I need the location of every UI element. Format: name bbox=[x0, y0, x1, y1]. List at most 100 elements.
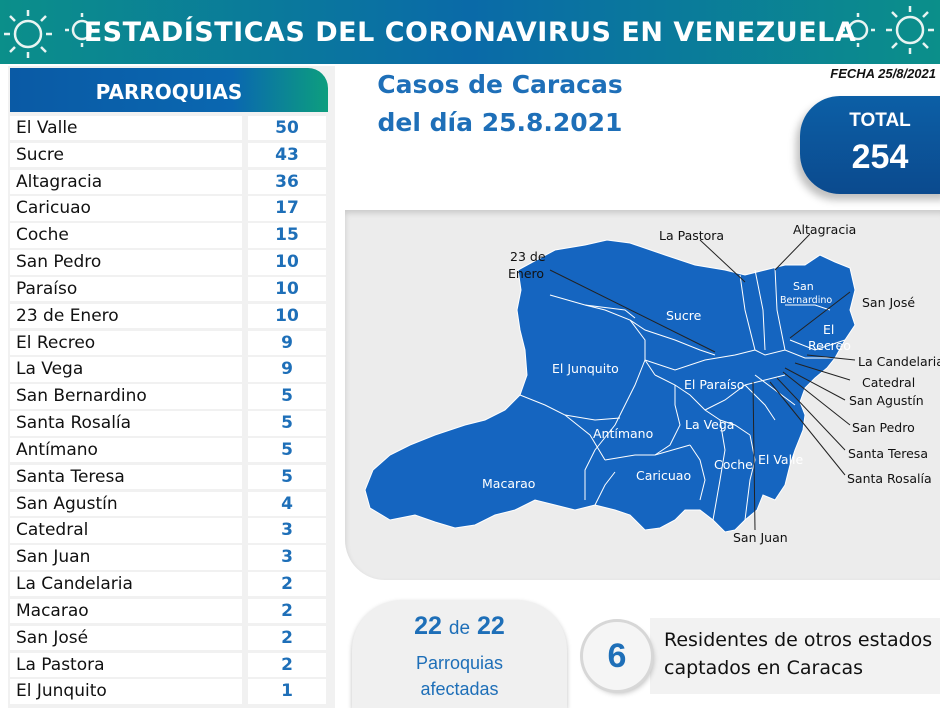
parroquia-count: 2 bbox=[248, 598, 326, 624]
parroquia-name: San José bbox=[10, 625, 242, 651]
total-value: 254 bbox=[851, 138, 909, 176]
parroquia-count: 4 bbox=[248, 491, 326, 516]
map-label-san-juan: San Juan bbox=[733, 530, 788, 545]
map-shape bbox=[364, 239, 856, 533]
parroquia-name: Macarao bbox=[10, 598, 242, 624]
parroquia-name: 23 de Enero bbox=[10, 303, 242, 329]
parroquia-count: 10 bbox=[248, 250, 326, 275]
total-badge bbox=[800, 96, 940, 194]
map-label-san-pedro: San Pedro bbox=[852, 420, 915, 435]
parroquia-name: Altagracia bbox=[10, 169, 242, 195]
virus-icon bbox=[4, 10, 99, 58]
caracas-map bbox=[364, 233, 856, 533]
list-item: Caricuao 17 bbox=[10, 196, 330, 221]
list-item: 23 de Enero 10 bbox=[10, 303, 330, 329]
total-label: TOTAL bbox=[849, 110, 911, 131]
parroquia-count: 5 bbox=[248, 411, 326, 436]
list-item: Santa Rosalía 5 bbox=[10, 411, 330, 436]
map-label-el-recreo-1: El bbox=[823, 322, 835, 337]
parroquia-name: La Candelaria bbox=[10, 572, 242, 597]
parroquia-count: 15 bbox=[248, 223, 326, 248]
parroquia-count: 5 bbox=[248, 384, 326, 409]
parroquia-name: El Recreo bbox=[10, 330, 242, 356]
list-item: El Recreo 9 bbox=[10, 330, 330, 356]
parroquia-name: Coche bbox=[10, 223, 242, 248]
parroquia-count: 9 bbox=[248, 330, 326, 356]
parroquia-name: San Bernardino bbox=[10, 384, 242, 409]
parroquia-name: Catedral bbox=[10, 518, 242, 543]
parroquia-count: 10 bbox=[248, 276, 326, 302]
map-label-el-recreo-2: Recreo bbox=[808, 338, 851, 353]
parroquia-count: 10 bbox=[248, 303, 326, 329]
map-label-santa-rosalia: Santa Rosalía bbox=[847, 471, 932, 486]
list-item: Santa Teresa 5 bbox=[10, 464, 330, 490]
parroquia-name: San Juan bbox=[10, 545, 242, 570]
parroquia-name: La Pastora bbox=[10, 652, 242, 677]
parroquia-name: Antímano bbox=[10, 437, 242, 463]
afectadas-total: 22 bbox=[477, 612, 505, 640]
virus-icon bbox=[841, 6, 934, 54]
list-item: San Juan 3 bbox=[10, 545, 330, 570]
afectadas-label: Parroquias afectadas bbox=[352, 650, 567, 702]
map-label-23-enero-2: Enero bbox=[508, 266, 545, 281]
map-label-la-candelaria: La Candelaria bbox=[858, 354, 940, 369]
parroquia-name: La Vega bbox=[10, 357, 242, 382]
fecha-label: FECHA 25/8/2021 bbox=[830, 66, 936, 81]
map-label-la-vega: La Vega bbox=[685, 417, 735, 432]
parroquia-name: El Valle bbox=[10, 116, 242, 141]
map-label-catedral: Catedral bbox=[862, 375, 916, 390]
map-label-el-junquito: El Junquito bbox=[552, 361, 619, 376]
map-label-coche: Coche bbox=[714, 457, 753, 472]
parroquia-count: 9 bbox=[248, 357, 326, 382]
parroquias-header: PARROQUIAS bbox=[10, 68, 328, 112]
map-label-san-bernardino-2: Bernardino bbox=[780, 295, 833, 306]
map-label-macarao: Macarao bbox=[482, 476, 536, 491]
residentes-count: 6 bbox=[583, 622, 651, 690]
list-item: San José 2 bbox=[10, 625, 330, 651]
list-item: La Vega 9 bbox=[10, 357, 330, 382]
parroquias-list: El Valle 50 Sucre 43 Altagracia 36 Caricuao… bbox=[10, 116, 330, 706]
list-item: Coche 15 bbox=[10, 223, 330, 248]
list-item: Catedral 3 bbox=[10, 518, 330, 543]
parroquia-count: 17 bbox=[248, 196, 326, 221]
parroquia-name: San Pedro bbox=[10, 250, 242, 275]
parroquia-count: 3 bbox=[248, 518, 326, 543]
map-label-altagracia: Altagracia bbox=[793, 222, 857, 237]
parroquia-name: Sucre bbox=[10, 142, 242, 168]
list-item: El Valle 50 bbox=[10, 116, 330, 141]
parroquia-count: 50 bbox=[248, 116, 326, 141]
map-label-sucre: Sucre bbox=[666, 308, 702, 323]
list-item: Macarao 2 bbox=[10, 598, 330, 624]
parroquia-name: Caricuao bbox=[10, 196, 242, 221]
casos-line1: Casos de Caracas bbox=[377, 70, 623, 99]
list-item: San Bernardino 5 bbox=[10, 384, 330, 409]
afectadas-count: 22 de 22 bbox=[352, 612, 567, 641]
parroquia-count: 43 bbox=[248, 142, 326, 168]
list-item: El Junquito 1 bbox=[10, 679, 330, 704]
parroquia-name: Santa Teresa bbox=[10, 464, 242, 490]
casos-title: Casos de Caracas del día 25.8.2021 bbox=[360, 66, 640, 142]
header-banner bbox=[0, 0, 940, 64]
list-item: La Candelaria 2 bbox=[10, 572, 330, 597]
parroquia-count: 2 bbox=[248, 625, 326, 651]
parroquia-count: 3 bbox=[248, 545, 326, 570]
residentes-box bbox=[650, 618, 940, 694]
map-label-el-valle: El Valle bbox=[758, 452, 804, 467]
parroquia-count: 2 bbox=[248, 572, 326, 597]
list-item: San Pedro 10 bbox=[10, 250, 330, 275]
afectadas-num: 22 bbox=[414, 612, 442, 640]
residentes-label: Residentes de otros estados captados en … bbox=[664, 626, 940, 682]
list-item: Sucre 43 bbox=[10, 142, 330, 168]
map-label-caricuao: Caricuao bbox=[636, 468, 692, 483]
list-item: Altagracia 36 bbox=[10, 169, 330, 195]
map-label-el-paraiso: El Paraíso bbox=[684, 377, 745, 392]
afectadas-box bbox=[352, 600, 567, 708]
parroquia-count: 36 bbox=[248, 169, 326, 195]
map-label-san-jose: San José bbox=[862, 295, 916, 310]
afectadas-line2: afectadas bbox=[420, 679, 499, 699]
list-item: La Pastora 2 bbox=[10, 652, 330, 677]
list-item: San Agustín 4 bbox=[10, 491, 330, 516]
parroquia-name: San Agustín bbox=[10, 491, 242, 516]
parroquia-count: 5 bbox=[248, 437, 326, 463]
afectadas-de: de bbox=[448, 618, 471, 639]
